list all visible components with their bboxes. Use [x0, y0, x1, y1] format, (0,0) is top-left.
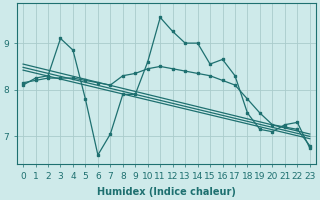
X-axis label: Humidex (Indice chaleur): Humidex (Indice chaleur): [97, 187, 236, 197]
